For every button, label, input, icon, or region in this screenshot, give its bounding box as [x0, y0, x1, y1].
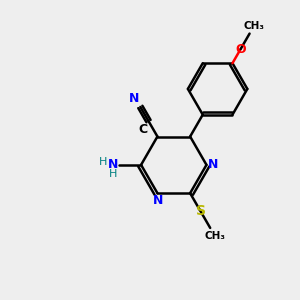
- Text: CH₃: CH₃: [204, 231, 225, 241]
- Text: N: N: [153, 194, 163, 207]
- Text: N: N: [208, 158, 218, 171]
- Text: N: N: [128, 92, 139, 106]
- Text: H: H: [109, 169, 118, 179]
- Text: H: H: [99, 157, 107, 167]
- Text: N: N: [108, 158, 118, 171]
- Text: C: C: [138, 124, 147, 136]
- Text: CH₃: CH₃: [244, 21, 265, 31]
- Text: S: S: [196, 204, 206, 218]
- Text: O: O: [235, 43, 246, 56]
